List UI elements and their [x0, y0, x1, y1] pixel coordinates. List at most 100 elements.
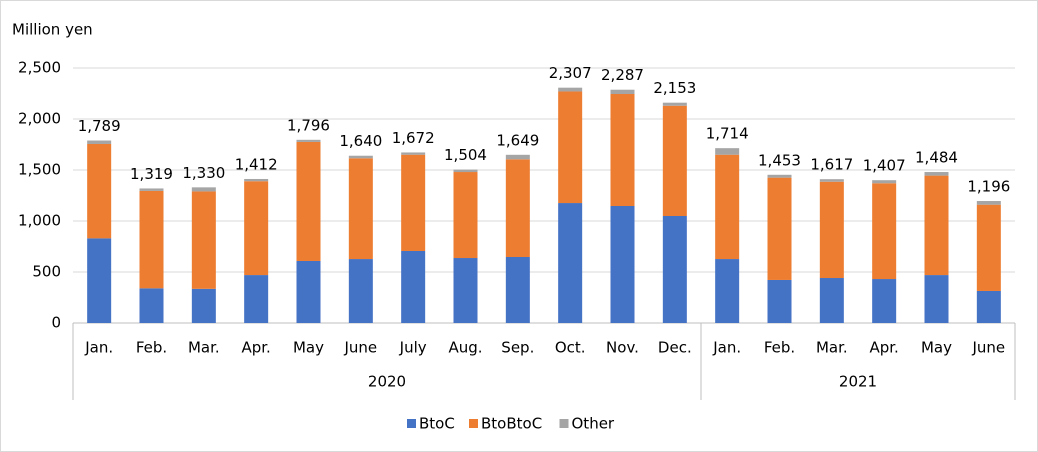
- total-label: 1,330: [182, 164, 225, 182]
- bar-segment: [348, 259, 373, 323]
- x-tick-label: Apr.: [869, 339, 898, 357]
- bar-segment: [505, 159, 530, 258]
- bar-segment: [715, 154, 740, 260]
- bar-segment: [610, 89, 635, 95]
- x-tick-label: Mar.: [188, 339, 220, 357]
- x-tick-label: Feb.: [764, 339, 795, 357]
- bar-segment: [87, 140, 112, 144]
- bar-segment: [767, 177, 792, 280]
- bar-segment: [819, 181, 844, 279]
- legend-label: BtoBtoC: [481, 415, 542, 433]
- total-label: 1,196: [967, 178, 1010, 196]
- total-label: 2,307: [549, 64, 592, 82]
- bar-segment: [139, 188, 164, 191]
- bar-segment: [244, 178, 269, 182]
- bar-segment: [401, 152, 426, 155]
- total-label: 1,412: [235, 155, 278, 173]
- bar-segment: [662, 105, 687, 217]
- y-axis-label: Million yen: [12, 21, 93, 39]
- x-tick-label: Sep.: [501, 339, 534, 357]
- total-label: 1,649: [496, 131, 539, 149]
- x-tick-label: Dec.: [658, 339, 692, 357]
- bar-segment: [662, 102, 687, 106]
- bar-segment: [976, 201, 1001, 205]
- total-label: 2,153: [653, 79, 696, 97]
- bar-segment: [139, 190, 164, 289]
- x-tick-label: Aug.: [448, 339, 482, 357]
- x-tick-label: Apr.: [241, 339, 270, 357]
- bar-segment: [715, 148, 740, 155]
- bar-segment: [453, 169, 478, 173]
- bar-segment: [558, 203, 583, 323]
- legend-label: BtoC: [419, 415, 455, 433]
- bar-segment: [924, 275, 949, 323]
- bar-segment: [505, 257, 530, 323]
- bar-segment: [191, 187, 216, 192]
- bar-segment: [453, 258, 478, 323]
- total-label: 1,672: [392, 129, 435, 147]
- bar-segment: [976, 204, 1001, 291]
- bar-segment: [505, 154, 530, 160]
- bar-segment: [348, 158, 373, 260]
- total-label: 1,484: [915, 149, 958, 167]
- bar-segment: [244, 275, 269, 323]
- bar-segment: [610, 94, 635, 207]
- bar-segment: [610, 206, 635, 323]
- bar-segment: [767, 279, 792, 323]
- y-tick-label: 2,500: [18, 59, 61, 77]
- bar-segment: [767, 174, 792, 178]
- total-label: 1,714: [706, 125, 749, 143]
- x-tick-label: Mar.: [816, 339, 848, 357]
- bar-segment: [191, 191, 216, 289]
- bar-segment: [453, 172, 478, 259]
- x-tick-label: June: [971, 339, 1005, 357]
- total-label: 2,287: [601, 66, 644, 84]
- bar-segment: [924, 175, 949, 276]
- bar-segment: [872, 180, 897, 184]
- x-tick-label: Nov.: [606, 339, 639, 357]
- bar-segment: [244, 181, 269, 276]
- total-label: 1,640: [339, 132, 382, 150]
- y-tick-label: 500: [32, 263, 61, 281]
- group-label: 2020: [368, 373, 406, 391]
- total-label: 1,504: [444, 146, 487, 164]
- legend-swatch: [407, 419, 416, 428]
- bar-segment: [401, 250, 426, 323]
- total-label: 1,453: [758, 151, 801, 169]
- x-tick-label: May: [921, 339, 952, 357]
- total-label: 1,796: [287, 116, 330, 134]
- legend-label: Other: [572, 415, 615, 433]
- bar-segment: [296, 260, 321, 323]
- legend-swatch: [469, 419, 478, 428]
- bar-segment: [819, 179, 844, 182]
- bar-segment: [558, 87, 583, 92]
- bar-segment: [87, 238, 112, 323]
- y-tick-label: 0: [51, 314, 61, 332]
- x-tick-label: June: [343, 339, 377, 357]
- bar-segment: [976, 290, 1001, 323]
- x-tick-label: Feb.: [136, 339, 167, 357]
- bar-segment: [296, 141, 321, 261]
- group-label: 2021: [839, 373, 877, 391]
- bar-segment: [872, 183, 897, 280]
- bar-segment: [715, 259, 740, 323]
- total-label: 1,617: [810, 156, 853, 174]
- y-tick-label: 2,000: [18, 110, 61, 128]
- x-tick-label: Jan.: [712, 339, 741, 357]
- bar-segment: [401, 154, 426, 251]
- total-label: 1,319: [130, 165, 173, 183]
- bar-segment: [348, 155, 373, 159]
- bar-segment: [924, 172, 949, 176]
- total-label: 1,789: [78, 117, 121, 135]
- bar-segment: [558, 91, 583, 204]
- bar-segment: [662, 216, 687, 323]
- bar-segment: [87, 143, 112, 239]
- x-tick-label: Oct.: [555, 339, 586, 357]
- bar-segment: [139, 288, 164, 323]
- y-tick-label: 1,500: [18, 161, 61, 179]
- bar-segment: [872, 279, 897, 323]
- y-tick-label: 1,000: [18, 212, 61, 230]
- bar-segment: [819, 278, 844, 323]
- x-tick-label: July: [399, 339, 427, 357]
